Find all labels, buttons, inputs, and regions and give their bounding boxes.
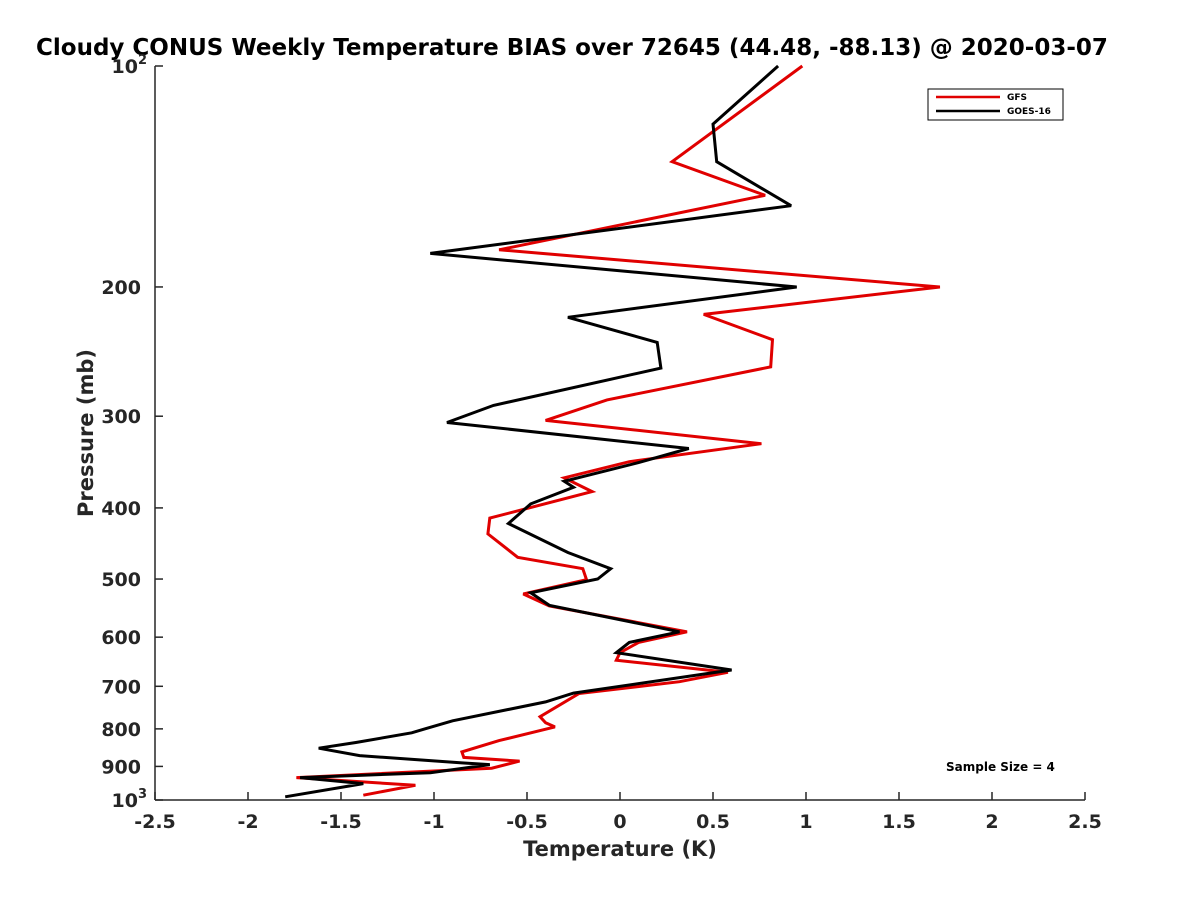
y-tick-label: 103 <box>112 787 148 812</box>
x-tick-label: -2.5 <box>134 811 176 833</box>
x-axis-label: Temperature (K) <box>523 837 717 861</box>
y-tick-exponent: 2 <box>138 53 147 68</box>
x-tick-label: -2 <box>237 811 258 833</box>
series-layer <box>284 64 941 799</box>
x-tick-label: 2.5 <box>1068 811 1102 833</box>
x-axis-ticks: -2.5 -2 -1.5 -1 -0.5 0 0.5 1 1.5 2 2.5 <box>134 792 1102 833</box>
series-line-goes16 <box>284 64 797 799</box>
x-tick-label: -0.5 <box>506 811 548 833</box>
chart-title: Cloudy CONUS Weekly Temperature BIAS ove… <box>36 35 1108 61</box>
y-tick-label: 400 <box>101 498 141 520</box>
y-tick-label: 900 <box>101 756 141 778</box>
y-tick-label: 200 <box>101 277 141 299</box>
x-tick-label: 0.5 <box>696 811 730 833</box>
series-line-gfs <box>296 64 941 797</box>
x-tick-label: 1 <box>799 811 812 833</box>
x-tick-label: -1.5 <box>320 811 362 833</box>
x-tick-label: -1 <box>423 811 444 833</box>
y-tick-label: 300 <box>101 406 141 428</box>
y-tick-label: 800 <box>101 719 141 741</box>
y-tick-base: 10 <box>112 56 138 78</box>
legend-box <box>927 88 1064 121</box>
y-tick-label: 500 <box>101 569 141 591</box>
legend: GFS GOES-16 <box>927 88 1064 121</box>
y-axis-label: Pressure (mb) <box>74 349 98 517</box>
x-tick-label: 2 <box>985 811 998 833</box>
y-tick-exponent: 3 <box>138 787 147 802</box>
sample-size-annotation: Sample Size = 4 <box>946 760 1055 774</box>
y-tick-label: 102 <box>112 53 148 78</box>
x-tick-label: 1.5 <box>882 811 916 833</box>
legend-label-gfs: GFS <box>1007 93 1027 103</box>
legend-label-goes16: GOES-16 <box>1007 107 1051 117</box>
y-tick-label: 600 <box>101 627 141 649</box>
y-tick-label: 700 <box>101 676 141 698</box>
y-tick-base: 10 <box>112 790 138 812</box>
x-tick-label: 0 <box>613 811 626 833</box>
